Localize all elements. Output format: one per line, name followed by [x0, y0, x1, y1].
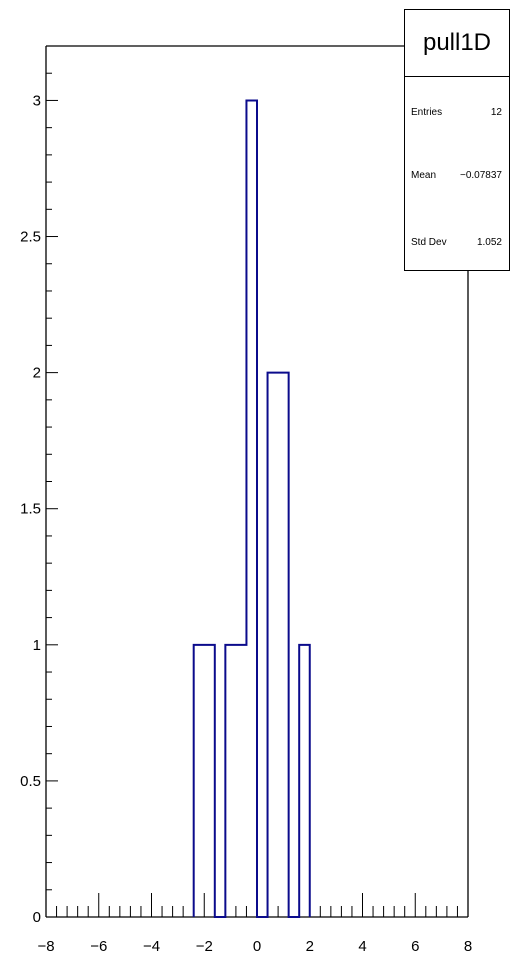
y-axis-tick-labels: 0 0.5 1 1.5 2 2.5 3 — [20, 92, 41, 926]
stats-row-std-dev: Std Dev 1.052 — [411, 237, 502, 248]
y-tick-label: 2 — [33, 365, 41, 382]
stats-label: Mean — [411, 170, 437, 181]
stats-row-entries: Entries 12 — [411, 107, 502, 118]
stats-title: pull1D — [405, 10, 509, 77]
x-axis-tick-labels: −8 −6 −4 −2 0 2 4 6 8 — [37, 938, 472, 955]
y-tick-label: 1.5 — [20, 501, 41, 518]
statistics-box: pull1D Entries 12 Mean −0.07837 Std Dev … — [404, 9, 510, 271]
stats-value: 1.052 — [476, 237, 502, 248]
histogram-bin — [268, 373, 279, 917]
stats-row-mean: Mean −0.07837 — [411, 170, 502, 181]
x-tick-label: −8 — [37, 938, 54, 955]
y-tick-label: 0.5 — [20, 773, 41, 790]
y-axis-ticks — [46, 45, 58, 918]
histogram-bin — [246, 100, 257, 917]
y-tick-label: 1 — [33, 637, 41, 654]
x-tick-label: 8 — [464, 938, 472, 955]
x-tick-label: −2 — [196, 938, 213, 955]
stats-value: 12 — [490, 107, 502, 118]
histogram-bin — [236, 645, 247, 917]
histogram-bin — [278, 373, 289, 917]
histogram-bin — [194, 645, 205, 917]
x-tick-label: 6 — [411, 938, 419, 955]
x-tick-label: −4 — [143, 938, 160, 955]
y-tick-label: 0 — [33, 909, 41, 926]
x-tick-label: 0 — [253, 938, 261, 955]
stats-label: Entries — [411, 107, 443, 118]
y-tick-label: 2.5 — [20, 229, 41, 246]
x-tick-label: −6 — [90, 938, 107, 955]
stats-label: Std Dev — [411, 237, 447, 248]
stats-value: −0.07837 — [460, 170, 502, 181]
histogram-outline — [192, 99, 311, 918]
histogram-bin — [299, 645, 310, 917]
x-tick-label: 2 — [306, 938, 314, 955]
histogram-series — [192, 99, 311, 918]
histogram-bin — [204, 645, 215, 917]
x-tick-label: 4 — [358, 938, 366, 955]
histogram-bin — [225, 645, 236, 917]
y-tick-label: 3 — [33, 92, 41, 109]
